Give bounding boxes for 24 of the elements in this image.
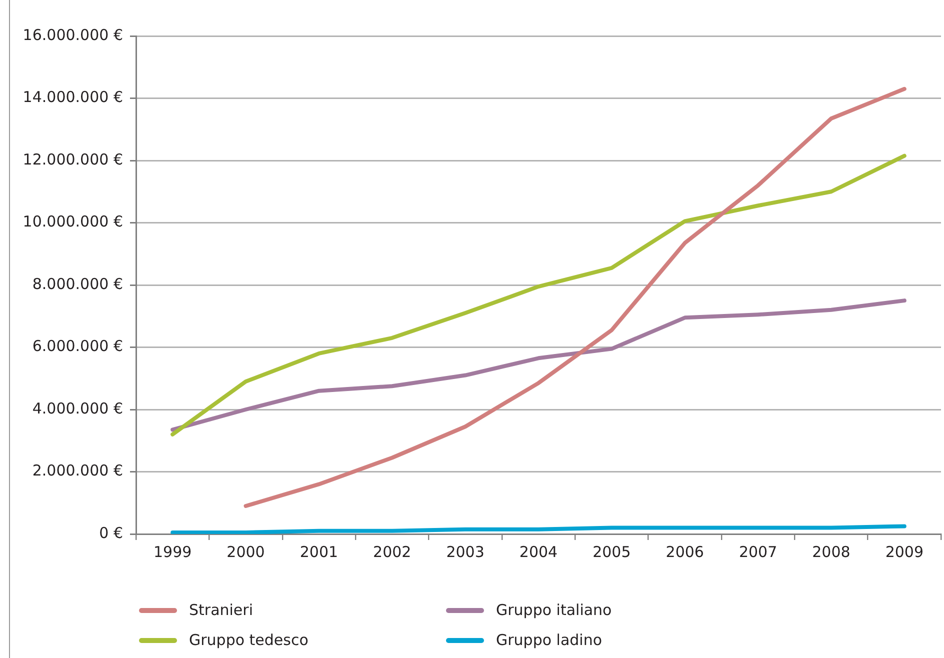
x-tick-label: 1999 [153,542,192,561]
x-tick-label: 2002 [373,542,412,561]
x-tick-label: 2008 [812,542,850,561]
x-tick-label: 2003 [446,542,484,561]
legend-label: Gruppo tedesco [189,631,308,649]
y-tick-label: 2.000.000 € [32,462,123,480]
x-tick-label: 2004 [519,542,558,561]
legend-label: Gruppo italiano [496,601,612,619]
x-tick-label: 2001 [300,542,338,561]
x-tick-label: 2000 [226,542,265,561]
y-tick-label: 10.000.000 € [22,212,123,231]
y-tick-label: 14.000.000 € [22,88,123,106]
y-tick-label: 8.000.000 € [32,274,123,293]
x-tick-label: 2005 [592,542,631,561]
legend-label: Gruppo ladino [496,631,602,649]
y-tick-label: 12.000.000 € [22,150,123,168]
legend-label: Stranieri [189,601,253,619]
x-tick-label: 2009 [885,542,924,561]
y-tick-label: 0 € [99,524,123,542]
x-tick-label: 2006 [666,542,704,561]
y-tick-label: 16.000.000 € [22,26,123,44]
x-tick-label: 2007 [738,542,778,561]
y-tick-label: 4.000.000 € [32,399,123,418]
y-tick-label: 6.000.000 € [32,337,123,356]
